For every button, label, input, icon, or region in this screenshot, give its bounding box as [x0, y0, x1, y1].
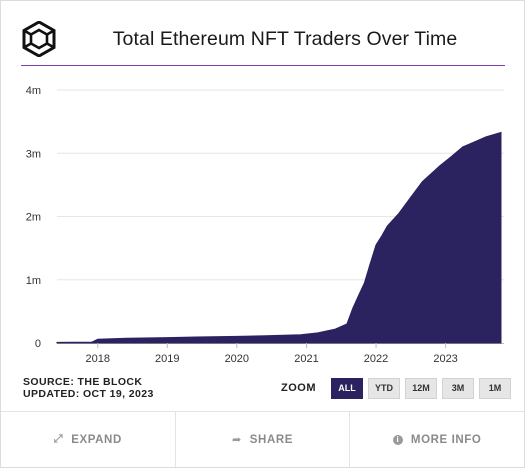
- source-text: SOURCE: THE BLOCK: [23, 376, 143, 388]
- share-label: SHARE: [249, 433, 294, 446]
- zoom-12m-button[interactable]: 12M: [405, 377, 437, 399]
- zoom-ytd-button[interactable]: YTD: [368, 377, 400, 399]
- expand-label: EXPAND: [71, 433, 122, 446]
- y-tick-label: 2m: [26, 212, 41, 224]
- share-button[interactable]: ➦ SHARE: [174, 412, 350, 467]
- area-chart: 0 1m 2m 3m 4m 2018 2019 2020 2021 2022 2023: [26, 85, 504, 365]
- title-divider: [21, 65, 505, 66]
- y-tick-label: 4m: [26, 85, 41, 97]
- chart-title: Total Ethereum NFT Traders Over Time: [112, 28, 458, 50]
- area-series-path: [56, 131, 502, 344]
- expand-arrows-icon: ⤢: [53, 433, 64, 445]
- updated-text: UPDATED: OCT 19, 2023: [23, 388, 154, 400]
- x-tick-label: 2022: [364, 353, 388, 365]
- y-tick-label: 0: [35, 338, 41, 350]
- zoom-controls: ZOOM ALL YTD 12M 3M 1M: [281, 377, 511, 399]
- share-arrow-icon: ➦: [231, 434, 242, 446]
- y-tick-label: 1m: [26, 275, 41, 287]
- zoom-label: ZOOM: [281, 382, 316, 394]
- x-tick-label: 2023: [433, 353, 457, 365]
- more-info-label: MORE INFO: [410, 433, 482, 446]
- more-info-button[interactable]: i MORE INFO: [349, 412, 524, 467]
- info-circle-icon: i: [392, 434, 403, 445]
- y-axis: 0 1m 2m 3m 4m: [26, 85, 41, 350]
- x-tick-label: 2019: [155, 353, 179, 365]
- expand-button[interactable]: ⤢ EXPAND: [1, 412, 175, 467]
- zoom-1m-button[interactable]: 1M: [479, 377, 511, 399]
- x-tick-label: 2021: [294, 353, 318, 365]
- action-bar: ⤢ EXPAND ➦ SHARE i MORE INFO: [1, 411, 524, 467]
- zoom-3m-button[interactable]: 3M: [442, 377, 474, 399]
- chart-header: Total Ethereum NFT Traders Over Time: [1, 1, 524, 67]
- x-tick-label: 2018: [86, 353, 110, 365]
- the-block-logo-icon: [22, 21, 56, 57]
- zoom-all-button[interactable]: ALL: [331, 377, 363, 399]
- y-tick-label: 3m: [26, 148, 41, 160]
- chart-source-info: SOURCE: THE BLOCK UPDATED: OCT 19, 2023: [23, 376, 154, 400]
- x-tick-label: 2020: [225, 353, 249, 365]
- x-axis: 2018 2019 2020 2021 2022 2023: [86, 343, 458, 365]
- chart-area-series: [56, 131, 502, 344]
